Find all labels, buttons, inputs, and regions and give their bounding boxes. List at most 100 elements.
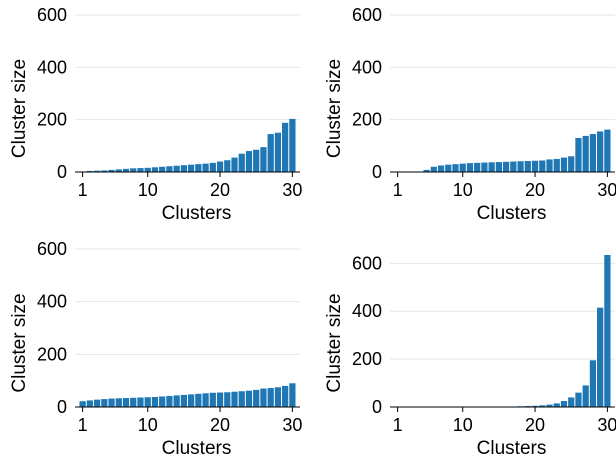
xtick-label-1: 1 bbox=[393, 180, 403, 200]
bar-21 bbox=[224, 392, 230, 407]
bar-28 bbox=[590, 134, 596, 172]
bar-10 bbox=[145, 168, 151, 172]
ytick-label-400: 400 bbox=[37, 292, 67, 312]
bar-16 bbox=[188, 165, 194, 172]
ytick-label-200: 200 bbox=[352, 110, 382, 130]
bar-8 bbox=[130, 168, 136, 172]
xtick-label-30: 30 bbox=[597, 180, 616, 200]
bar-2 bbox=[87, 400, 93, 407]
bar-19 bbox=[525, 161, 531, 172]
bar-23 bbox=[239, 154, 245, 172]
bar-29 bbox=[282, 386, 288, 407]
bar-15 bbox=[181, 395, 187, 407]
bar-28 bbox=[275, 387, 281, 407]
bar-29 bbox=[597, 131, 603, 172]
ytick-label-600: 600 bbox=[37, 5, 67, 25]
bar-30 bbox=[604, 255, 610, 407]
bar-23 bbox=[554, 159, 560, 172]
bar-12 bbox=[474, 163, 480, 172]
bar-18 bbox=[517, 161, 523, 172]
bar-19 bbox=[210, 393, 216, 407]
bar-16 bbox=[503, 162, 509, 172]
bar-1 bbox=[80, 401, 86, 407]
bar-19 bbox=[210, 163, 216, 172]
bar-6 bbox=[431, 167, 437, 172]
bar-18 bbox=[202, 393, 208, 407]
xtick-label-20: 20 bbox=[210, 180, 230, 200]
bar-21 bbox=[539, 160, 545, 172]
ytick-label-200: 200 bbox=[37, 110, 67, 130]
xtick-label-30: 30 bbox=[597, 415, 616, 435]
bar-27 bbox=[268, 388, 274, 407]
xtick-label-10: 10 bbox=[453, 415, 473, 435]
x-axis-label: Clusters bbox=[477, 203, 547, 224]
bar-27 bbox=[583, 136, 589, 172]
bar-22 bbox=[231, 392, 237, 407]
bar-22 bbox=[231, 158, 237, 172]
bar-26 bbox=[575, 138, 581, 172]
bar-29 bbox=[282, 123, 288, 172]
bar-25 bbox=[568, 397, 574, 407]
bar-5 bbox=[108, 399, 114, 407]
bar-25 bbox=[253, 390, 259, 407]
xtick-label-10: 10 bbox=[453, 180, 473, 200]
bar-11 bbox=[467, 163, 473, 172]
bar-11 bbox=[152, 167, 158, 172]
bar-28 bbox=[275, 133, 281, 172]
ytick-label-400: 400 bbox=[352, 301, 382, 321]
xtick-label-20: 20 bbox=[210, 415, 230, 435]
bar-7 bbox=[123, 398, 129, 407]
bar-29 bbox=[597, 308, 603, 407]
ytick-label-0: 0 bbox=[372, 162, 382, 182]
y-axis-label: Cluster size bbox=[9, 59, 30, 158]
bar-13 bbox=[166, 396, 172, 407]
ytick-label-200: 200 bbox=[352, 349, 382, 369]
ytick-label-0: 0 bbox=[372, 397, 382, 417]
xtick-label-30: 30 bbox=[282, 415, 302, 435]
bar-9 bbox=[137, 168, 143, 172]
bar-20 bbox=[217, 393, 223, 407]
bar-30 bbox=[289, 119, 295, 172]
xtick-label-1: 1 bbox=[78, 415, 88, 435]
bar-9 bbox=[137, 398, 143, 407]
bar-7 bbox=[438, 165, 444, 172]
bar-11 bbox=[152, 397, 158, 407]
xtick-label-1: 1 bbox=[78, 180, 88, 200]
bar-17 bbox=[510, 162, 516, 172]
xtick-label-20: 20 bbox=[525, 180, 545, 200]
bar-23 bbox=[554, 403, 560, 407]
bar-23 bbox=[239, 391, 245, 407]
bar-24 bbox=[561, 401, 567, 407]
bar-26 bbox=[260, 147, 266, 172]
bar-8 bbox=[445, 165, 451, 172]
bar-27 bbox=[583, 385, 589, 407]
bar-13 bbox=[166, 166, 172, 172]
ytick-label-600: 600 bbox=[37, 239, 67, 259]
xtick-label-10: 10 bbox=[138, 180, 158, 200]
ytick-label-0: 0 bbox=[57, 397, 67, 417]
bar-10 bbox=[145, 397, 151, 407]
bar-17 bbox=[195, 164, 201, 172]
x-axis-label: Clusters bbox=[477, 438, 547, 457]
bar-24 bbox=[561, 158, 567, 172]
ytick-label-600: 600 bbox=[352, 253, 382, 273]
xtick-label-1: 1 bbox=[393, 415, 403, 435]
x-axis-label: Clusters bbox=[162, 438, 232, 457]
bar-21 bbox=[224, 160, 230, 172]
xtick-label-20: 20 bbox=[525, 415, 545, 435]
ytick-label-400: 400 bbox=[352, 57, 382, 77]
bar-17 bbox=[195, 394, 201, 407]
bar-25 bbox=[568, 156, 574, 172]
bar-13 bbox=[481, 163, 487, 172]
bar-26 bbox=[260, 389, 266, 407]
bar-30 bbox=[289, 383, 295, 407]
bar-20 bbox=[532, 161, 538, 172]
bar-12 bbox=[159, 167, 165, 172]
bar-20 bbox=[217, 162, 223, 172]
bar-9 bbox=[452, 164, 458, 172]
bar-14 bbox=[489, 162, 495, 172]
bar-25 bbox=[253, 150, 259, 172]
bar-6 bbox=[116, 398, 122, 407]
bar-24 bbox=[246, 391, 252, 407]
